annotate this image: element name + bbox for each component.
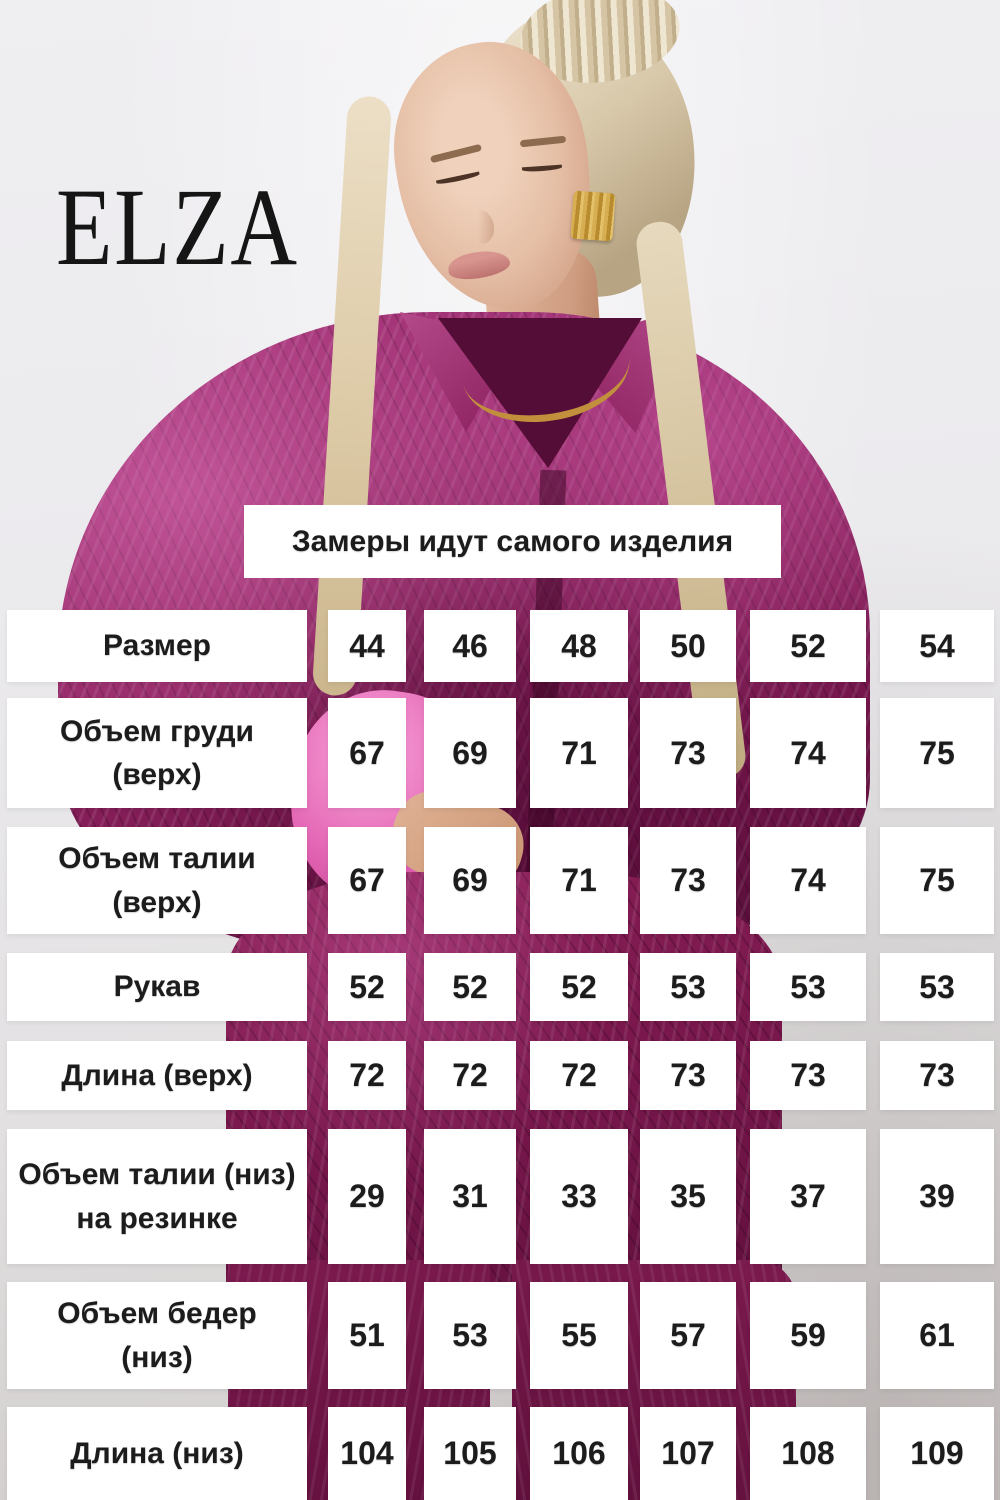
- value-cell: 73: [640, 827, 736, 934]
- value-cell: 53: [424, 1282, 516, 1389]
- value-cell: 29: [328, 1129, 406, 1264]
- value-cell: 106: [530, 1407, 628, 1500]
- value-cell: 52: [328, 953, 406, 1021]
- value-cell: 55: [530, 1282, 628, 1389]
- table-row-chest: Объем груди (верх) 67 69 71 73 74 75: [0, 698, 1000, 808]
- row-label: Рукав: [7, 953, 307, 1021]
- size-cell: 50: [640, 610, 736, 682]
- value-cell: 71: [530, 698, 628, 808]
- table-row-hips: Объем бедер (низ) 51 53 55 57 59 61: [0, 1282, 1000, 1389]
- size-cell: 48: [530, 610, 628, 682]
- value-cell: 39: [880, 1129, 994, 1264]
- value-cell: 53: [880, 953, 994, 1021]
- value-cell: 73: [750, 1041, 866, 1110]
- value-cell: 69: [424, 827, 516, 934]
- value-cell: 73: [640, 1041, 736, 1110]
- value-cell: 74: [750, 827, 866, 934]
- value-cell: 109: [880, 1407, 994, 1500]
- row-label: Объем бедер (низ): [7, 1282, 307, 1389]
- size-cell: 44: [328, 610, 406, 682]
- value-cell: 59: [750, 1282, 866, 1389]
- table-row-length-bottom: Длина (низ) 104 105 106 107 108 109: [0, 1407, 1000, 1500]
- value-cell: 72: [530, 1041, 628, 1110]
- value-cell: 31: [424, 1129, 516, 1264]
- table-row-length-top: Длина (верх) 72 72 72 73 73 73: [0, 1041, 1000, 1110]
- gold-earring: [570, 190, 616, 242]
- value-cell: 75: [880, 698, 994, 808]
- table-row-waist-bottom: Объем талии (низ) на резинке 29 31 33 35…: [0, 1129, 1000, 1264]
- value-cell: 61: [880, 1282, 994, 1389]
- value-cell: 104: [328, 1407, 406, 1500]
- brand-logo: ELZA: [56, 166, 299, 288]
- value-cell: 108: [750, 1407, 866, 1500]
- table-row-waist-top: Объем талии (верх) 67 69 71 73 74 75: [0, 827, 1000, 934]
- value-cell: 105: [424, 1407, 516, 1500]
- row-label: Объем талии (низ) на резинке: [7, 1129, 307, 1264]
- value-cell: 69: [424, 698, 516, 808]
- value-cell: 53: [640, 953, 736, 1021]
- row-label: Длина (низ): [7, 1407, 307, 1500]
- size-cell: 46: [424, 610, 516, 682]
- size-cell: 52: [750, 610, 866, 682]
- value-cell: 71: [530, 827, 628, 934]
- size-cell: 54: [880, 610, 994, 682]
- row-label: Размер: [7, 610, 307, 682]
- value-cell: 67: [328, 698, 406, 808]
- value-cell: 74: [750, 698, 866, 808]
- row-label: Объем талии (верх): [7, 827, 307, 934]
- value-cell: 72: [424, 1041, 516, 1110]
- value-cell: 57: [640, 1282, 736, 1389]
- measurement-note-banner: Замеры идут самого изделия: [244, 505, 781, 578]
- value-cell: 52: [424, 953, 516, 1021]
- value-cell: 72: [328, 1041, 406, 1110]
- value-cell: 67: [328, 827, 406, 934]
- table-row-sleeve: Рукав 52 52 52 53 53 53: [0, 953, 1000, 1021]
- row-label: Объем груди (верх): [7, 698, 307, 808]
- value-cell: 51: [328, 1282, 406, 1389]
- value-cell: 52: [530, 953, 628, 1021]
- value-cell: 53: [750, 953, 866, 1021]
- row-label: Длина (верх): [7, 1041, 307, 1110]
- value-cell: 75: [880, 827, 994, 934]
- value-cell: 73: [640, 698, 736, 808]
- value-cell: 33: [530, 1129, 628, 1264]
- table-row-size: Размер 44 46 48 50 52 54: [0, 610, 1000, 682]
- value-cell: 107: [640, 1407, 736, 1500]
- value-cell: 35: [640, 1129, 736, 1264]
- value-cell: 37: [750, 1129, 866, 1264]
- value-cell: 73: [880, 1041, 994, 1110]
